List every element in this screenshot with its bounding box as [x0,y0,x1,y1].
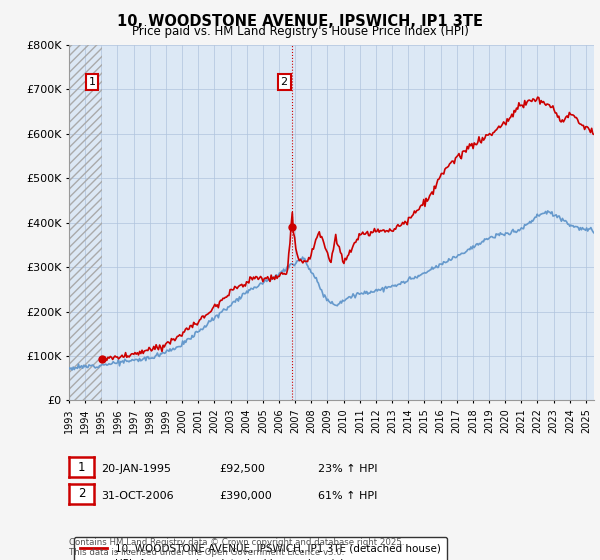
Legend: 10, WOODSTONE AVENUE, IPSWICH, IP1 3TE (detached house), HPI: Average price, det: 10, WOODSTONE AVENUE, IPSWICH, IP1 3TE (… [74,537,447,560]
Text: Contains HM Land Registry data © Crown copyright and database right 2025.
This d: Contains HM Land Registry data © Crown c… [69,538,404,557]
Text: £390,000: £390,000 [219,491,272,501]
Text: 20-JAN-1995: 20-JAN-1995 [101,464,171,474]
Text: 31-OCT-2006: 31-OCT-2006 [101,491,173,501]
Bar [69,45,102,400]
Text: £92,500: £92,500 [219,464,265,474]
Text: 2: 2 [78,487,85,501]
Text: 2: 2 [281,77,288,87]
Text: 1: 1 [78,460,85,474]
Bar [69,45,102,400]
Text: 1: 1 [88,77,95,87]
Text: Price paid vs. HM Land Registry's House Price Index (HPI): Price paid vs. HM Land Registry's House … [131,25,469,38]
Text: 10, WOODSTONE AVENUE, IPSWICH, IP1 3TE: 10, WOODSTONE AVENUE, IPSWICH, IP1 3TE [117,14,483,29]
Text: 61% ↑ HPI: 61% ↑ HPI [318,491,377,501]
Text: 23% ↑ HPI: 23% ↑ HPI [318,464,377,474]
